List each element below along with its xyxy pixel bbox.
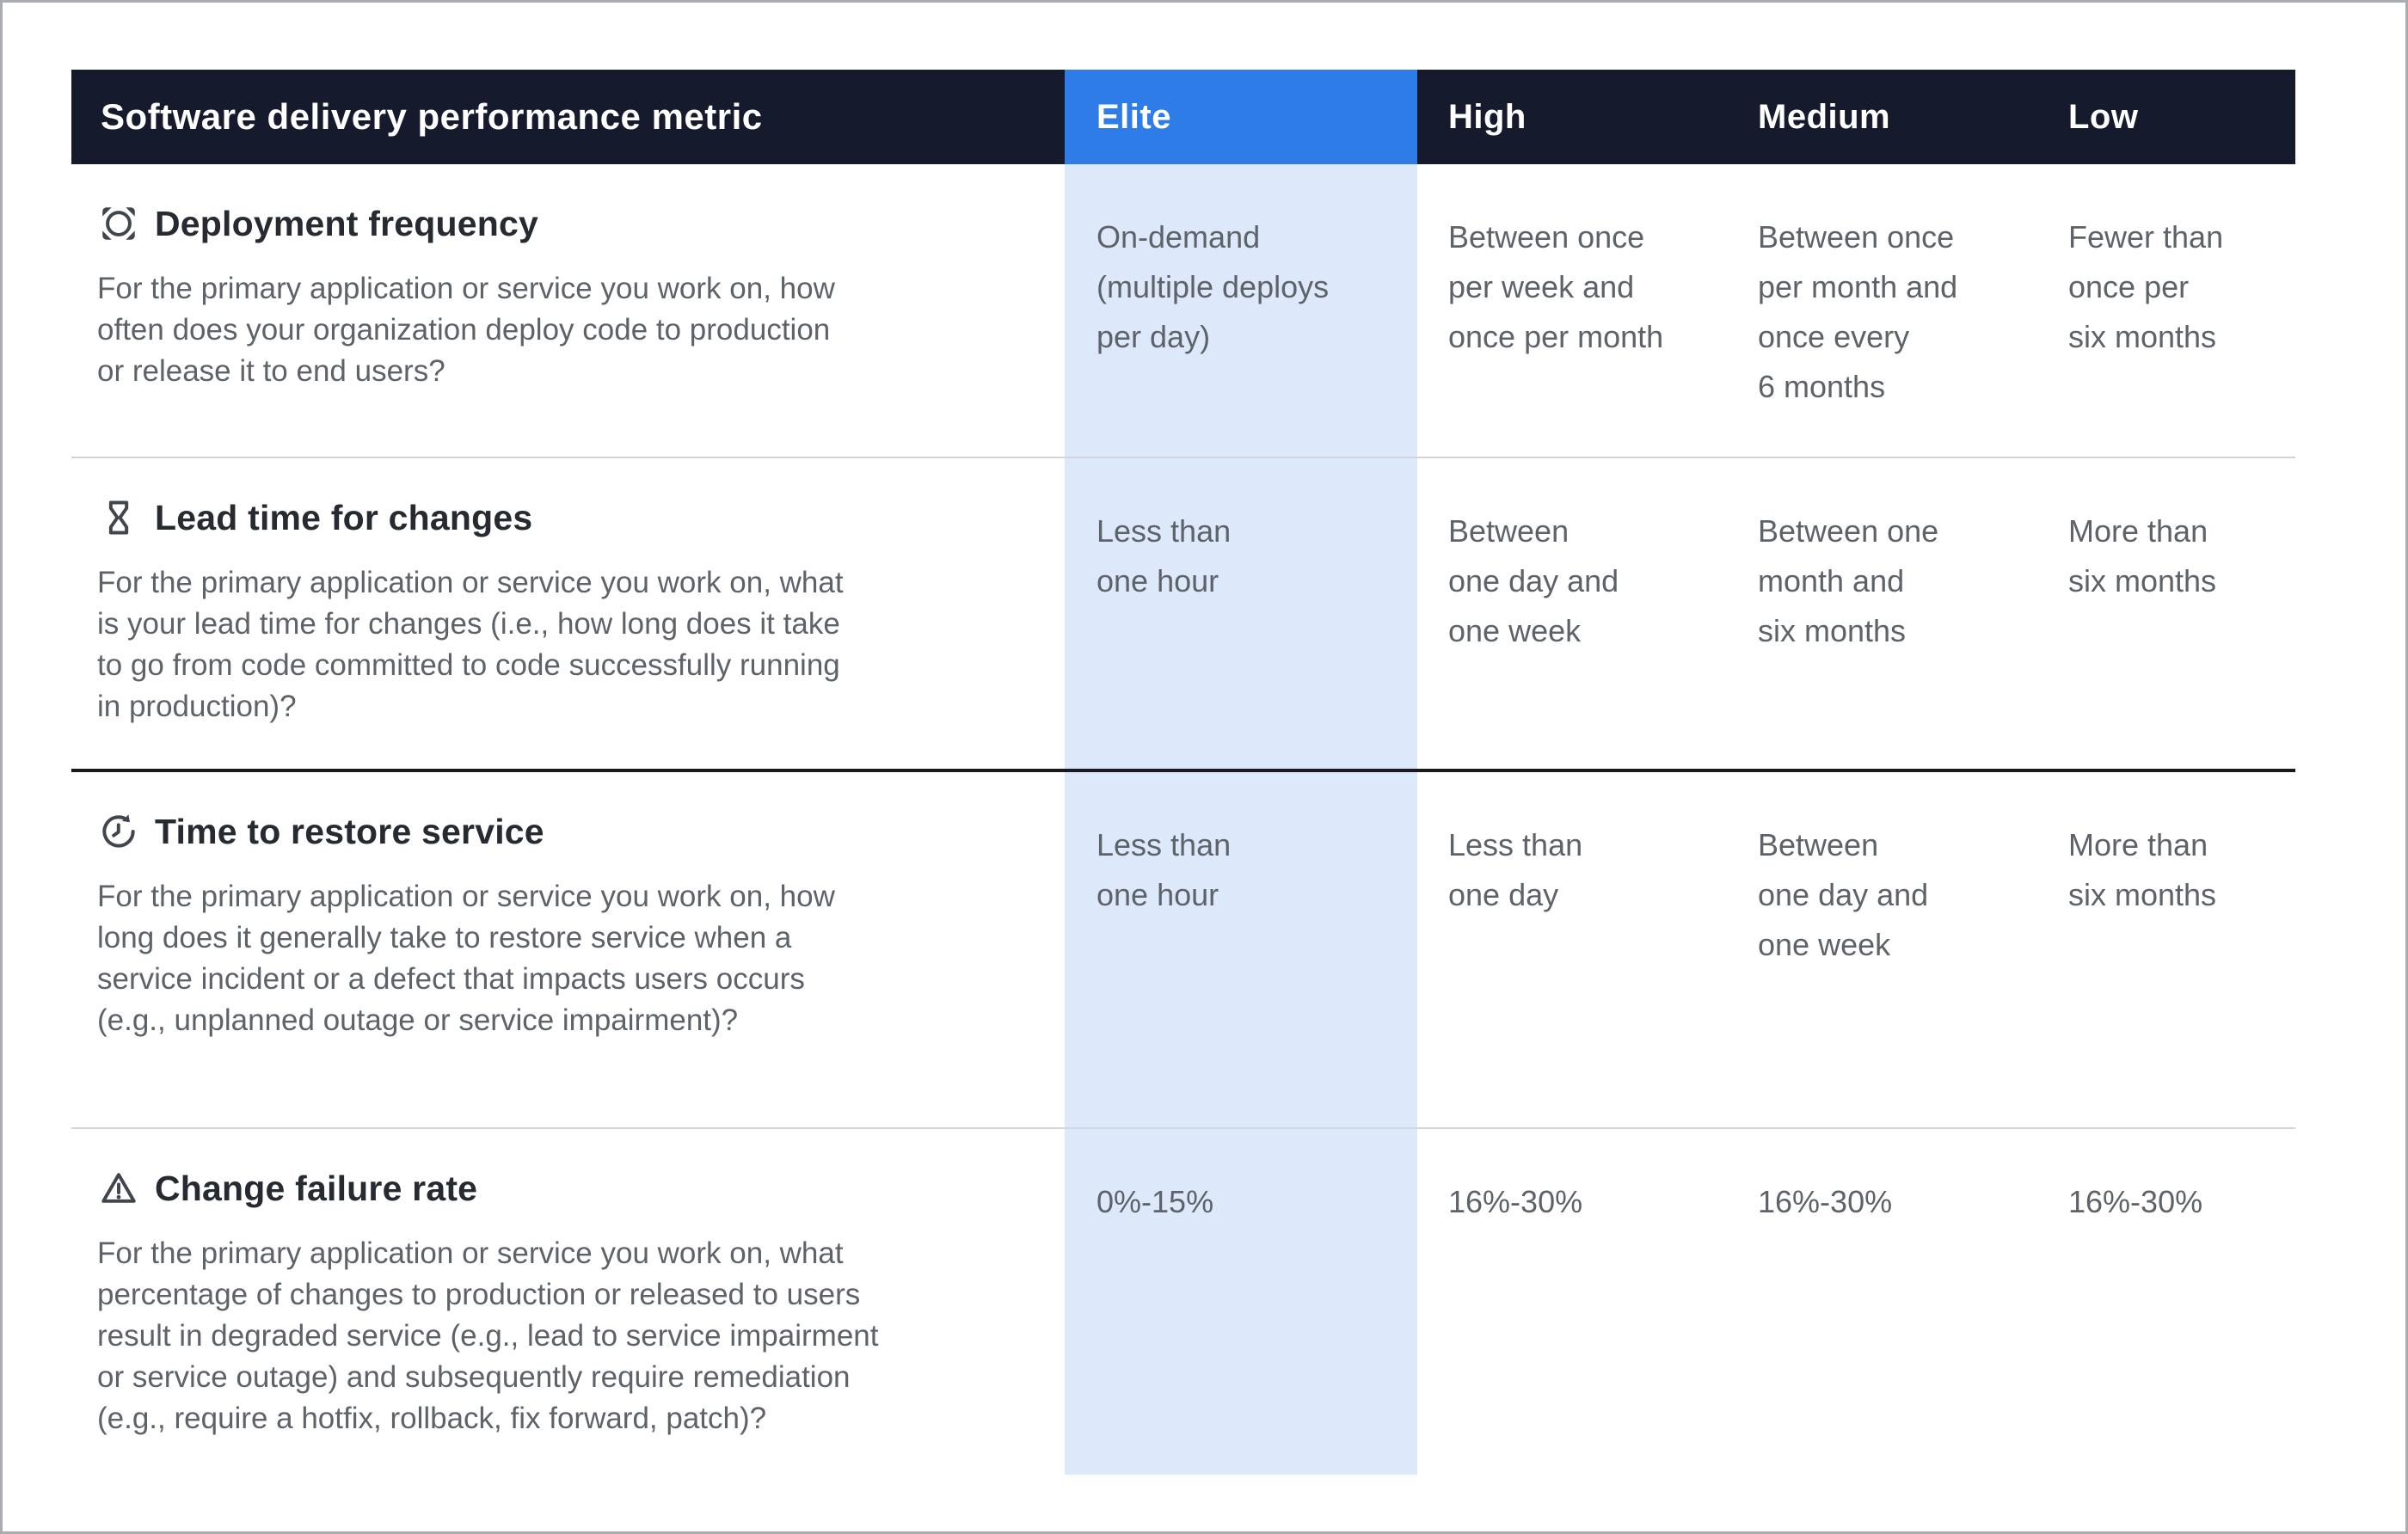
table-header-row: Software delivery performance metric Eli… [71,70,2295,164]
header-high-column: High [1448,97,1526,136]
metric-cell: Deployment frequency For the primary app… [71,164,1065,457]
elite-value: On-demand (multiple deploys per day) [1065,164,1417,457]
performance-metrics-table: Software delivery performance metric Eli… [71,70,2295,1475]
header-metric-column: Software delivery performance metric [101,96,763,137]
warning-triangle-icon [97,1167,140,1210]
metric-cell: Lead time for changes For the primary ap… [71,458,1065,769]
low-value: More than six months [2068,827,2217,912]
high-value: Less than one day [1448,827,1583,912]
medium-value: Between one month and six months [1758,513,1939,648]
metric-description: For the primary application or service y… [97,566,844,723]
metric-title: Lead time for changes [155,497,533,537]
medium-value: Between once per month and once every 6 … [1758,219,1958,404]
hourglass-icon [97,496,140,539]
metric-row-change-failure-rate: Change failure rate For the primary appl… [71,1129,2295,1475]
high-value: Between one day and one week [1448,513,1619,648]
deployment-frequency-icon [97,202,140,245]
elite-value: Less than one hour [1065,458,1417,769]
metric-description: For the primary application or service y… [97,1236,879,1435]
metric-cell: Change failure rate For the primary appl… [71,1129,1065,1475]
metric-title: Deployment frequency [155,203,538,243]
low-value: 16%-30% [2068,1184,2203,1219]
metric-title: Change failure rate [155,1168,478,1208]
low-value: More than six months [2068,513,2217,598]
medium-value: 16%-30% [1758,1184,1893,1219]
elite-value: 0%-15% [1065,1129,1417,1475]
metric-title: Time to restore service [155,811,544,851]
metric-row-time-to-restore-service: Time to restore service For the primary … [71,772,2295,1129]
metric-description: For the primary application or service y… [97,272,835,388]
elite-value: Less than one hour [1065,772,1417,1127]
metric-description: For the primary application or service y… [97,880,835,1037]
metric-row-lead-time-for-changes: Lead time for changes For the primary ap… [71,458,2295,772]
header-low-column: Low [2068,97,2139,136]
restore-clock-icon [97,810,140,853]
medium-value: Between one day and one week [1758,827,1929,962]
header-medium-column: Medium [1758,97,1891,136]
low-value: Fewer than once per six months [2068,219,2224,354]
metric-row-deployment-frequency: Deployment frequency For the primary app… [71,164,2295,458]
high-value: Between once per week and once per month [1448,219,1664,354]
metric-cell: Time to restore service For the primary … [71,772,1065,1127]
header-elite-column: Elite [1065,70,1417,164]
high-value: 16%-30% [1448,1184,1583,1219]
